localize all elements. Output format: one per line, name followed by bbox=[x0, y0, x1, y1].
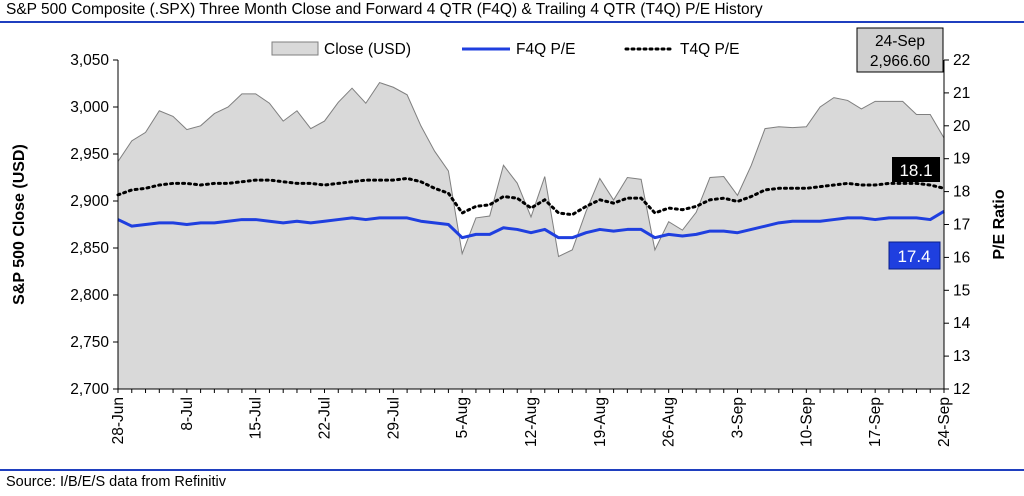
f4q-pe-line bbox=[117, 210, 945, 240]
chart-title: S&P 500 Composite (.SPX) Three Month Clo… bbox=[6, 1, 763, 18]
x-tick-label: 5-Aug bbox=[454, 397, 471, 438]
x-tick-label: 19-Aug bbox=[592, 397, 609, 447]
pe-line-layer bbox=[116, 176, 946, 240]
y2-tick-label: 21 bbox=[953, 85, 970, 102]
t4q-pe-line bbox=[116, 176, 946, 217]
date-box-value: 2,966.60 bbox=[870, 53, 931, 70]
axis-layer: 2,700 2,750 2,800 2,850 2,900 2,950 3,000 3,050… bbox=[11, 52, 1008, 447]
close-area-layer bbox=[117, 81, 945, 389]
y-axis-title: S&P 500 Close (USD) bbox=[11, 144, 28, 305]
x-tick-label: 24-Sep bbox=[936, 397, 953, 447]
y-tick-label: 2,900 bbox=[70, 193, 109, 210]
y-tick-label: 2,700 bbox=[70, 381, 109, 398]
date-value-box bbox=[856, 27, 944, 73]
legend-swatch-close bbox=[271, 41, 319, 56]
x-tick-label: 17-Sep bbox=[867, 397, 884, 447]
y-tick-label: 2,850 bbox=[70, 240, 109, 257]
legend-label-t4q: T4Q P/E bbox=[680, 41, 739, 58]
y2-tick-label: 22 bbox=[953, 52, 970, 69]
y2-tick-label: 13 bbox=[953, 348, 970, 365]
bottom-rule bbox=[0, 469, 1024, 471]
x-tick-label: 15-Jul bbox=[248, 397, 265, 439]
legend-label-close: Close (USD) bbox=[324, 41, 411, 58]
y-tick-label: 2,750 bbox=[70, 334, 109, 351]
y2-tick-label: 14 bbox=[953, 315, 971, 332]
legend: Close (USD) F4Q P/E T4Q P/E bbox=[271, 41, 739, 58]
callout-layer: 24-Sep 2,966.60 18.1 17.4 bbox=[856, 27, 944, 270]
x-tick-label: 3-Sep bbox=[730, 397, 747, 438]
source-note: Source: I/B/E/S data from Refinitiv bbox=[6, 474, 227, 490]
chart-canvas: 2,700 2,750 2,800 2,850 2,900 2,950 3,000 3,050… bbox=[11, 27, 1008, 447]
x-tick-label: 29-Jul bbox=[385, 397, 402, 439]
y2-tick-label: 16 bbox=[953, 249, 970, 266]
x-tick-label: 10-Sep bbox=[798, 397, 815, 447]
y2-tick-label: 15 bbox=[953, 282, 970, 299]
y-tick-label: 3,050 bbox=[70, 52, 109, 69]
y2-tick-label: 17 bbox=[953, 217, 970, 234]
x-tick-label: 28-Jun bbox=[110, 397, 127, 444]
f4q-label-value: 17.4 bbox=[897, 247, 930, 266]
t4q-label-value: 18.1 bbox=[899, 161, 932, 180]
x-tick-label: 8-Jul bbox=[179, 397, 196, 431]
y2-axis-title: P/E Ratio bbox=[991, 189, 1008, 259]
y2-tick-label: 12 bbox=[953, 381, 970, 398]
x-tick-label: 12-Aug bbox=[523, 397, 540, 447]
y-tick-label: 2,800 bbox=[70, 287, 109, 304]
close-area bbox=[118, 82, 944, 389]
legend-label-f4q: F4Q P/E bbox=[516, 41, 575, 58]
close-area-outline bbox=[117, 81, 945, 258]
date-box-date: 24-Sep bbox=[875, 33, 925, 50]
x-tick-label: 22-Jul bbox=[317, 397, 334, 439]
y-tick-label: 2,950 bbox=[70, 146, 109, 163]
top-rule bbox=[0, 21, 1024, 23]
y-tick-label: 3,000 bbox=[70, 99, 109, 116]
t4q-label-box bbox=[892, 157, 940, 182]
y2-tick-label: 18 bbox=[953, 184, 970, 201]
x-tick-label: 26-Aug bbox=[661, 397, 678, 447]
f4q-label-box bbox=[888, 241, 941, 270]
y2-tick-label: 20 bbox=[953, 118, 971, 135]
y2-tick-label: 19 bbox=[953, 151, 970, 168]
